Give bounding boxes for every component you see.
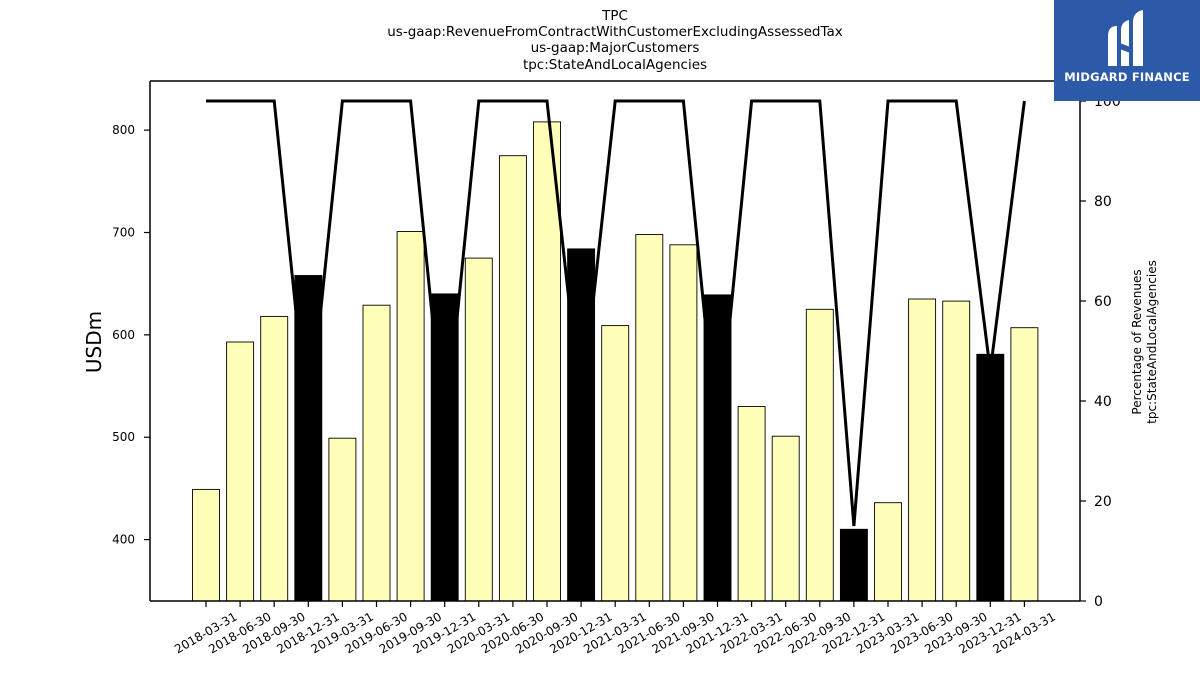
title-line-2: us-gaap:RevenueFromContractWithCustomerE… xyxy=(387,24,843,40)
bar-2024-03-31 xyxy=(1010,327,1039,602)
percentage-line-series xyxy=(206,99,1026,527)
title-line-1: TPC xyxy=(601,8,628,24)
y2-tick-label: 80 xyxy=(1094,194,1112,210)
bar-2022-06-30 xyxy=(771,435,800,602)
bar-2020-12-31 xyxy=(567,248,596,602)
midgard-logo-icon xyxy=(1108,10,1143,66)
bar-2023-12-31 xyxy=(976,353,1005,602)
y2-tick-label: 20 xyxy=(1094,494,1112,510)
bar-2020-09-30 xyxy=(533,121,561,602)
title-line-3: us-gaap:MajorCustomers xyxy=(531,40,700,56)
y-tick-label: 400 xyxy=(112,533,135,547)
brand-name: MIDGARD FINANCE xyxy=(1064,70,1190,84)
bar-2023-09-30 xyxy=(942,300,971,602)
x-axis-ticks: 2018-03-312018-06-302018-09-302018-12-31… xyxy=(172,601,1058,656)
bar-2021-03-31 xyxy=(601,325,630,602)
bar-2023-06-30 xyxy=(908,298,937,602)
y2-tick-label: 60 xyxy=(1094,294,1112,310)
bar-2019-06-30 xyxy=(362,304,391,602)
bar-2021-06-30 xyxy=(635,234,664,602)
title-line-4: tpc:StateAndLocalAgencies xyxy=(523,57,707,73)
y2-axis-label-line-2: tpc:StateAndLocalAgencies xyxy=(1145,260,1159,424)
brand-logo: MIDGARD FINANCE xyxy=(1054,0,1200,101)
bar-2022-09-30 xyxy=(805,308,834,602)
bar-2019-09-30 xyxy=(396,231,425,602)
bar-2018-12-31 xyxy=(294,275,323,602)
bar-2018-09-30 xyxy=(260,315,289,602)
bar-2020-03-31 xyxy=(464,257,493,602)
y-axis-ticks: 400 500 600 700 800 xyxy=(112,123,150,547)
bar-2019-03-31 xyxy=(328,437,357,602)
bar-2023-03-31 xyxy=(874,502,902,602)
chart-title: TPC us-gaap:RevenueFromContractWithCusto… xyxy=(387,8,843,73)
bar-2018-03-31 xyxy=(192,488,220,602)
bar-2022-12-31 xyxy=(839,528,868,602)
y-tick-label: 800 xyxy=(112,123,135,137)
bar-2021-09-30 xyxy=(669,244,698,602)
y2-tick-label: 40 xyxy=(1094,394,1112,410)
bar-series xyxy=(192,121,1039,602)
bar-2022-03-31 xyxy=(737,406,766,602)
y-tick-label: 700 xyxy=(112,225,135,239)
y2-tick-label: 0 xyxy=(1094,594,1103,610)
y-tick-label: 600 xyxy=(112,328,135,342)
bar-2020-06-30 xyxy=(498,155,527,602)
percentage-line xyxy=(206,99,1026,527)
y-tick-label: 500 xyxy=(112,430,135,444)
y2-axis-label-line-1: Percentage of Revenues xyxy=(1130,269,1144,414)
bar-2018-06-30 xyxy=(226,341,255,602)
y-axis-label: USDm xyxy=(82,311,106,373)
